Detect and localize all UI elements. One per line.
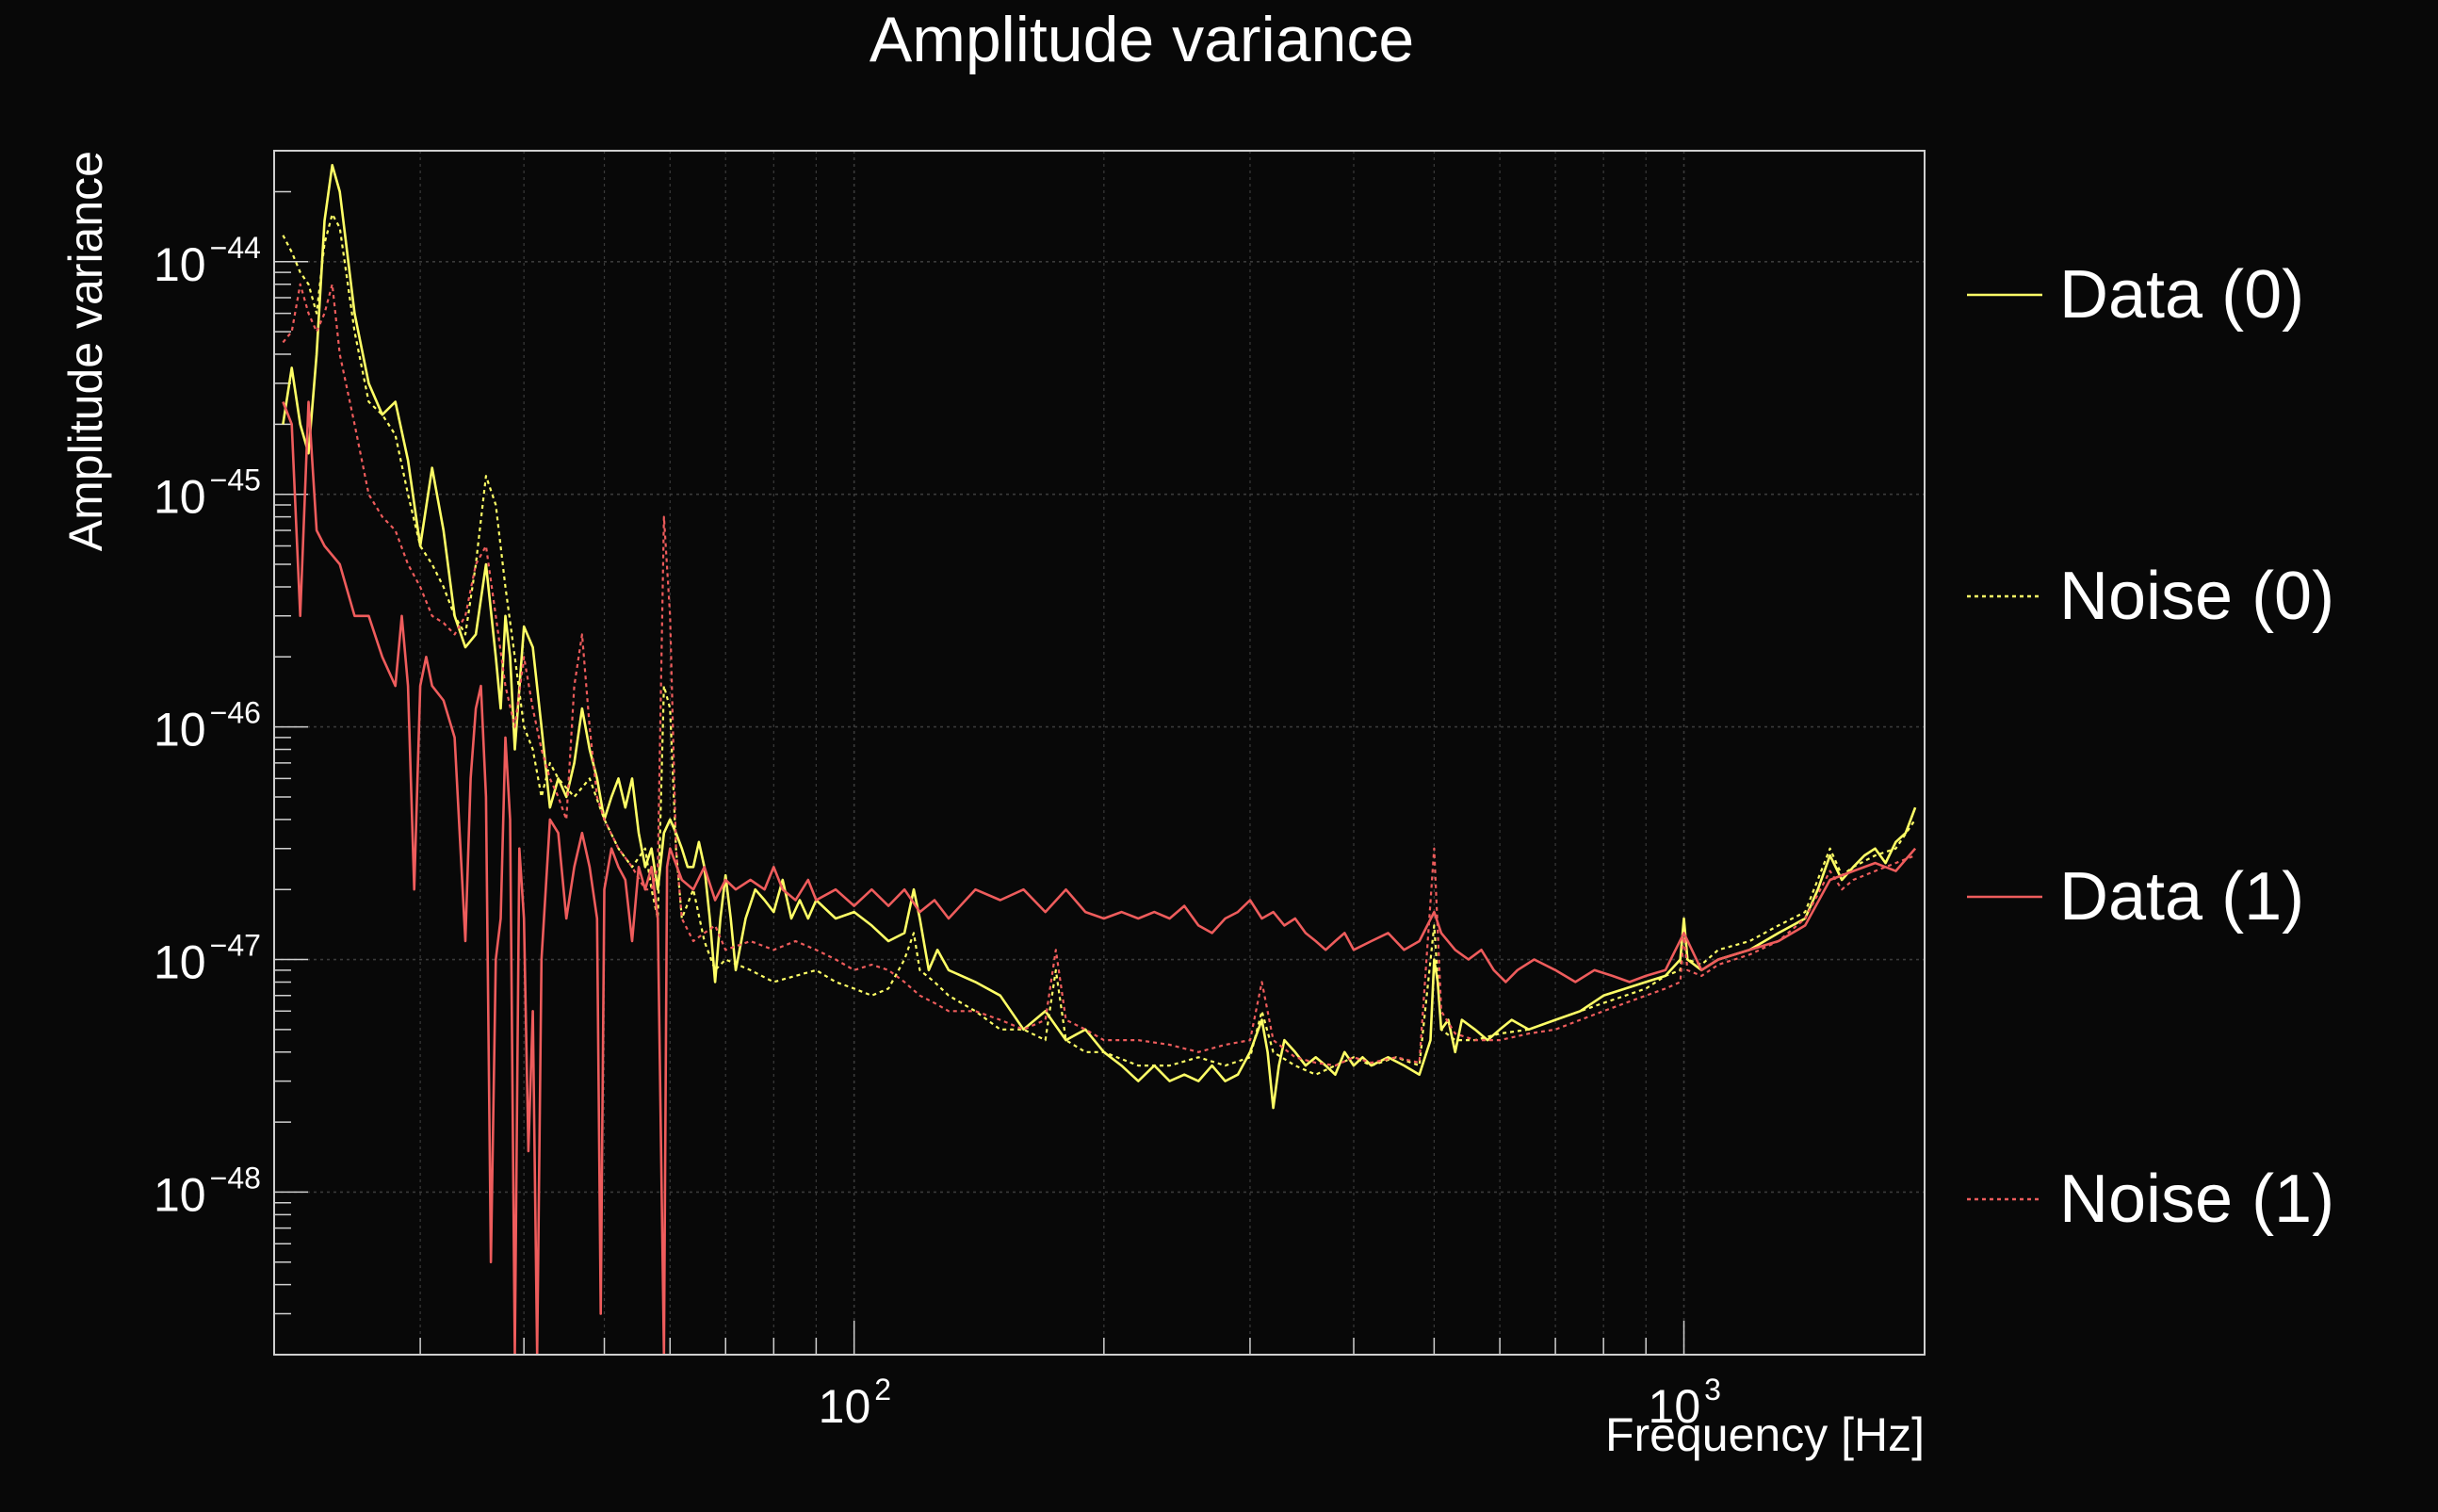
y-tick-labels: 10−44 10−45 10−46 10−47 10−48 <box>154 231 261 1222</box>
series-line-2 <box>282 213 1917 1076</box>
y-tick-label: 10 −47 <box>154 929 261 989</box>
series-line-3 <box>282 400 1917 1355</box>
legend-label: Data (0) <box>2059 257 2304 333</box>
y-tick-label: 10 −45 <box>154 463 261 524</box>
legend-item[interactable]: Noise (1) <box>1967 1162 2334 1237</box>
series-line-4 <box>282 283 1916 1067</box>
series-line-1 <box>282 164 1917 1110</box>
x-tick-label: 10 3 <box>1649 1373 1721 1433</box>
x-tick-labels: 10 2 10 3 <box>819 1373 1721 1433</box>
legend-item[interactable]: Data (0) <box>1967 257 2304 333</box>
chart-title: Amplitude variance <box>870 4 1414 75</box>
y-tick-label: 10 −46 <box>154 696 261 756</box>
x-axis-label: Frequency [Hz] <box>1605 1408 1925 1461</box>
legend[interactable]: Data (0) Noise (0) Data (1) Noise (1) <box>1967 257 2334 1237</box>
grid-layer <box>273 151 1925 1355</box>
legend-label: Noise (0) <box>2059 559 2334 634</box>
y-axis-label: Amplitude variance <box>59 151 112 551</box>
x-tick-label: 10 2 <box>819 1373 891 1433</box>
legend-item[interactable]: Noise (0) <box>1967 559 2334 634</box>
y-tick-label: 10 −48 <box>154 1161 261 1221</box>
legend-label: Data (1) <box>2059 859 2304 935</box>
y-tick-label: 10 −44 <box>154 231 261 291</box>
legend-label: Noise (1) <box>2059 1162 2334 1237</box>
legend-item[interactable]: Data (1) <box>1967 859 2304 935</box>
series-layer <box>282 164 1917 1355</box>
plot-frame <box>273 150 1926 1356</box>
